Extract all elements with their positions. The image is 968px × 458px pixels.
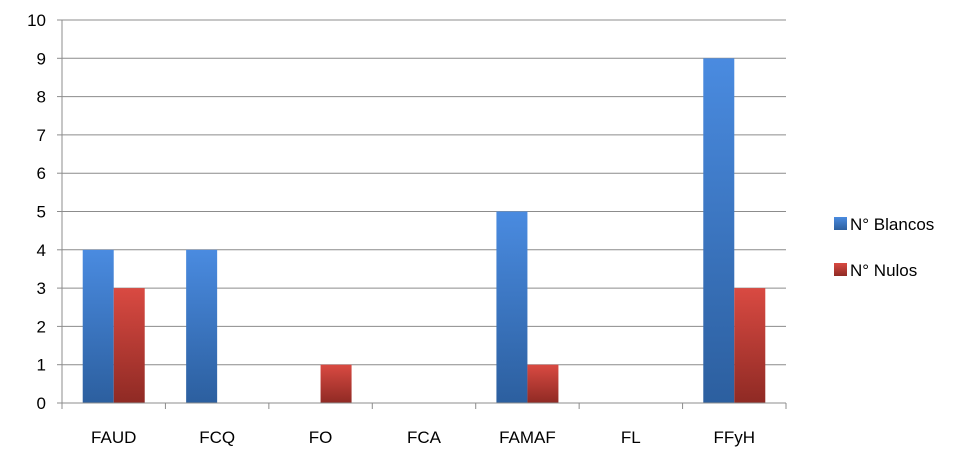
x-tick-label: FCA (407, 428, 442, 447)
axes (61, 20, 787, 409)
bar-nulos-famaf (527, 364, 559, 403)
y-tick-label: 7 (37, 126, 46, 145)
bar-blancos-faud (82, 249, 114, 403)
bar-blancos-famaf (496, 211, 528, 403)
y-tick-label: 5 (37, 203, 46, 222)
y-tick-label: 1 (37, 356, 46, 375)
legend-label: N° Blancos (850, 215, 934, 234)
bars (82, 58, 766, 404)
legend-label: N° Nulos (850, 261, 917, 280)
x-tick-label: FCQ (199, 428, 235, 447)
y-tick-label: 4 (37, 241, 46, 260)
bar-blancos-ffyh (703, 58, 735, 404)
y-tick-label: 2 (37, 317, 46, 336)
bar-blancos-fcq (186, 249, 218, 403)
legend: N° Blancos N° Nulos (834, 215, 934, 280)
y-tick-label: 10 (27, 11, 46, 30)
x-tick-label: FAMAF (499, 428, 556, 447)
y-tick-label: 3 (37, 279, 46, 298)
legend-swatch (834, 217, 847, 230)
y-tick-label: 0 (37, 394, 46, 413)
bar-nulos-faud (113, 288, 145, 403)
legend-swatch (834, 263, 847, 276)
x-tick-label: FFyH (714, 428, 756, 447)
x-tick-label: FL (621, 428, 641, 447)
x-tick-labels: FAUD FCQ FO FCA FAMAF FL FFyH (91, 428, 755, 447)
bar-nulos-ffyh (734, 288, 766, 403)
y-tick-labels: 0 1 2 3 4 5 6 7 8 9 10 (27, 11, 46, 413)
x-tick-label: FO (309, 428, 333, 447)
y-tick-label: 8 (37, 88, 46, 107)
bar-nulos-fo (320, 364, 352, 403)
y-tick-label: 9 (37, 49, 46, 68)
y-tick-label: 6 (37, 164, 46, 183)
x-tick-label: FAUD (91, 428, 136, 447)
gridlines (57, 19, 786, 404)
